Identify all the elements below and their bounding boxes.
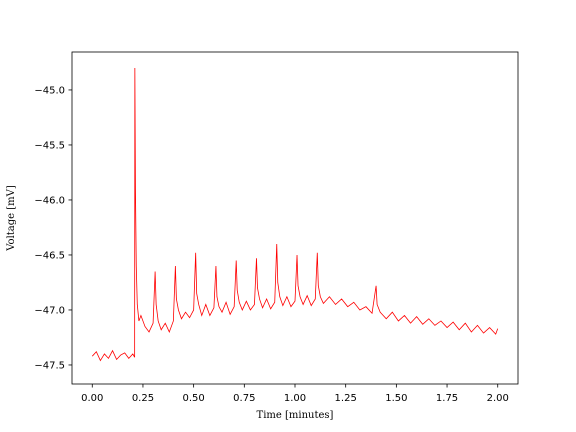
y-tick-label: −47.0	[34, 305, 65, 316]
y-tick-label: −45.0	[34, 85, 65, 96]
x-tick-label: 0.50	[183, 393, 205, 404]
y-tick-label: −47.5	[34, 360, 65, 371]
x-tick-label: 0.00	[81, 393, 103, 404]
y-tick-label: −46.0	[34, 195, 65, 206]
x-tick-label: 0.25	[132, 393, 154, 404]
x-tick-label: 2.00	[487, 393, 509, 404]
voltage-trace	[91, 67, 499, 362]
y-tick-label: −45.5	[34, 140, 65, 151]
x-tick-label: 1.00	[284, 393, 306, 404]
y-tick-label: −46.5	[34, 250, 65, 261]
x-axis-label: Time [minutes]	[257, 410, 334, 421]
x-tick-label: 1.25	[335, 393, 357, 404]
x-tick-label: 1.50	[385, 393, 407, 404]
y-axis-label: Voltage [mV]	[6, 185, 17, 252]
plot-frame	[71, 51, 519, 385]
x-tick-label: 1.75	[436, 393, 458, 404]
x-tick-label: 0.75	[233, 393, 255, 404]
